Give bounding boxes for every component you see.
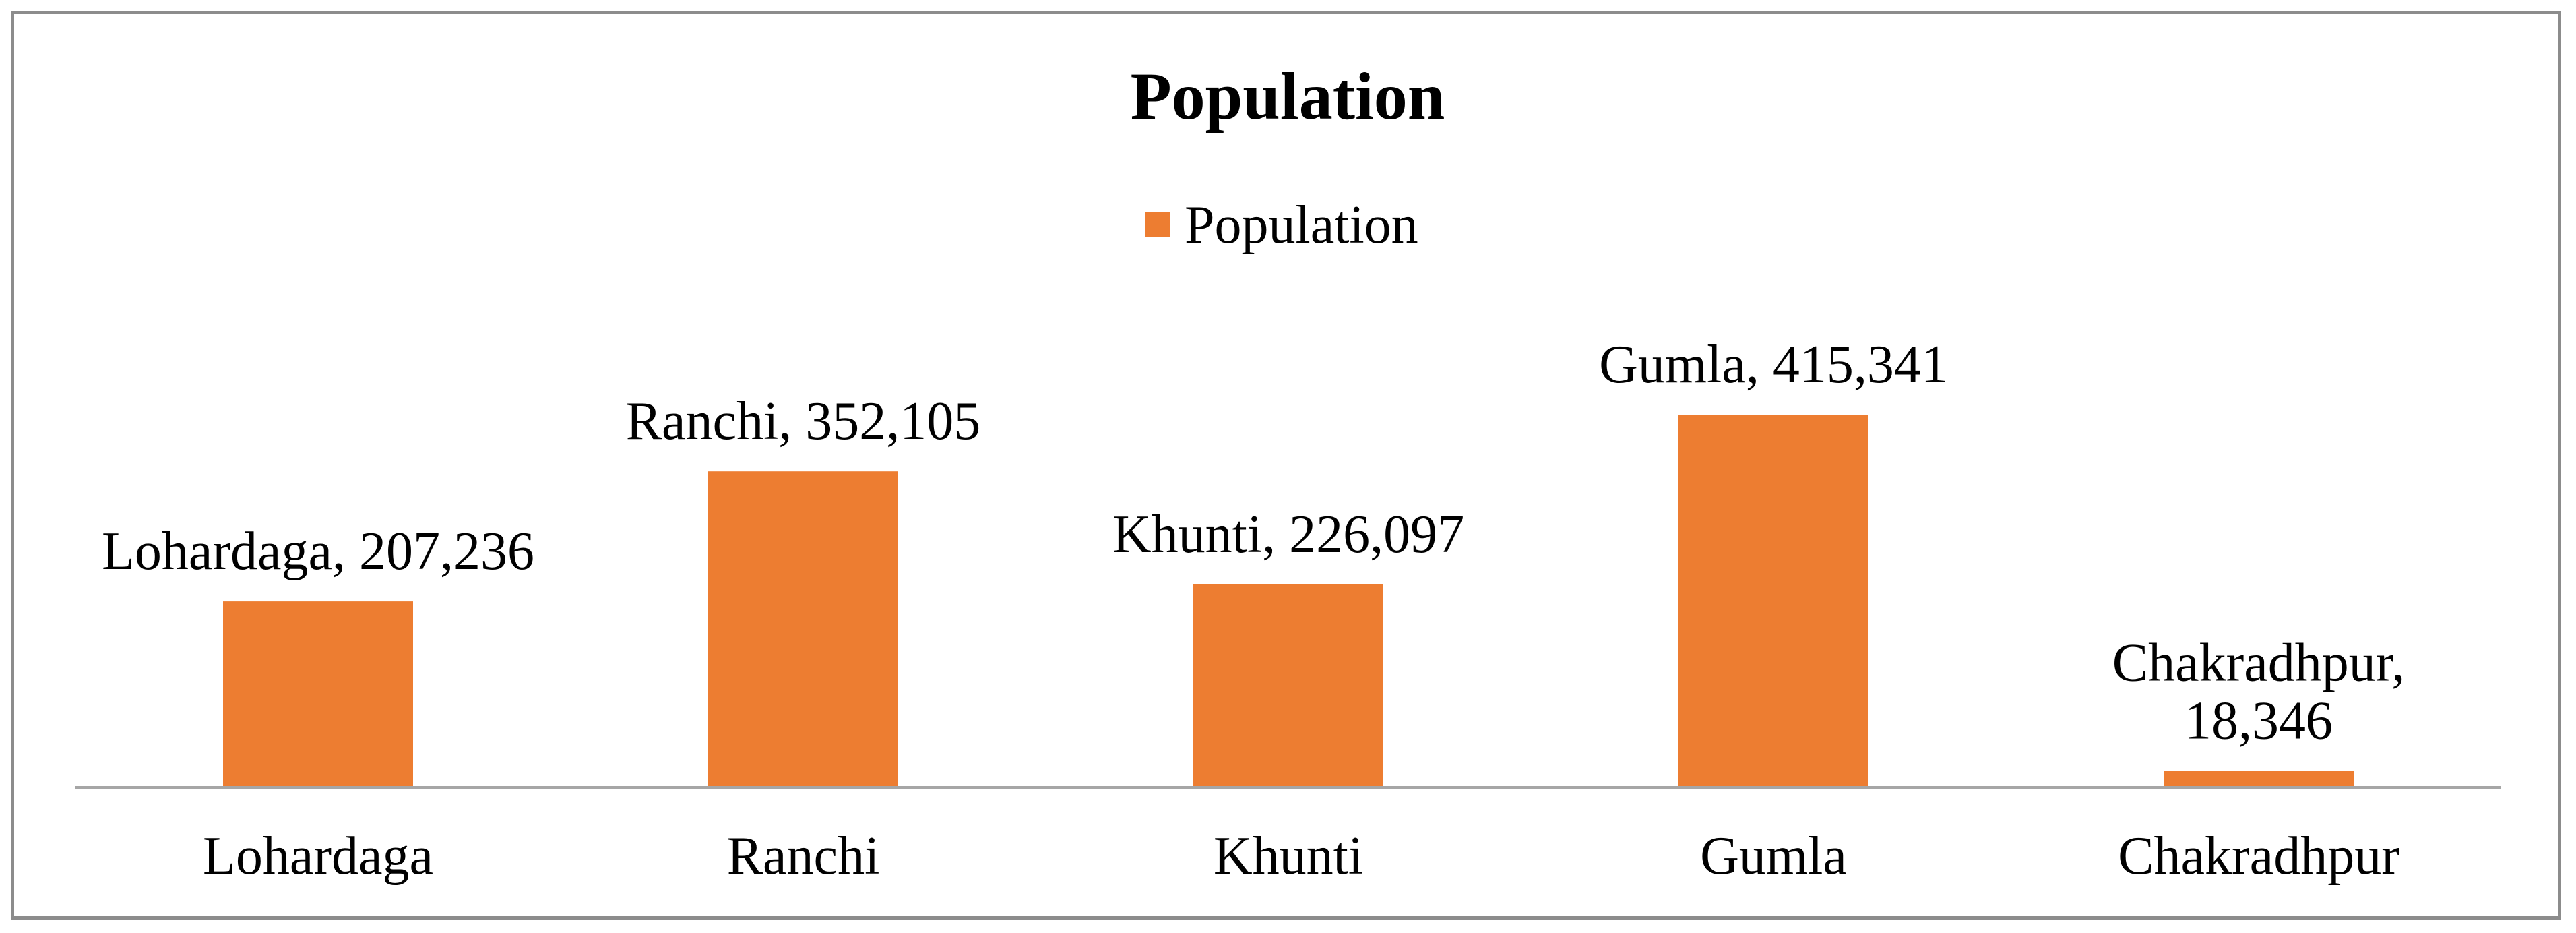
x-tick-label-ranchi: Ranchi xyxy=(727,826,880,886)
bar-lohardaga xyxy=(223,601,413,787)
data-label-chakradhpur-line-2: 18,346 xyxy=(2185,692,2333,751)
x-tick-label-chakradhpur: Chakradhpur xyxy=(2118,826,2399,886)
x-tick-label-lohardaga: Lohardaga xyxy=(203,826,433,886)
legend-swatch xyxy=(1145,212,1170,237)
x-tick-label-khunti: Khunti xyxy=(1214,826,1363,886)
bars-group xyxy=(223,415,2354,787)
bar-chakradhpur xyxy=(2164,771,2354,787)
bar-ranchi xyxy=(708,471,898,787)
data-label-khunti: Khunti, 226,097 xyxy=(1112,505,1464,564)
data-label-gumla: Gumla, 415,341 xyxy=(1599,335,1948,394)
legend-label: Population xyxy=(1185,195,1418,255)
x-tick-labels: Lohardaga Ranchi Khunti Gumla Chakradhpur xyxy=(203,826,2399,886)
data-label-lohardaga: Lohardaga, 207,236 xyxy=(102,522,534,581)
bar-gumla xyxy=(1678,415,1868,787)
data-label-ranchi: Ranchi, 352,105 xyxy=(626,392,981,451)
data-label-chakradhpur-line-1: Chakradhpur, xyxy=(2112,634,2405,693)
chart-legend: Population xyxy=(1145,195,1418,255)
chart-title: Population xyxy=(1131,59,1445,133)
bar-khunti xyxy=(1193,584,1383,787)
data-labels-group: Lohardaga, 207,236 Ranchi, 352,105 Khunti,… xyxy=(102,335,2405,751)
x-tick-label-gumla: Gumla xyxy=(1700,826,1847,886)
